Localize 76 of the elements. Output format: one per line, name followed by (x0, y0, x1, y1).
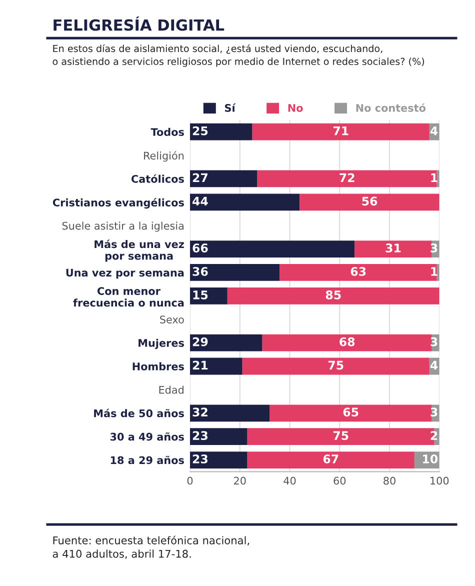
y-tick-label: Una vez por semana (66, 268, 184, 279)
y-tick-label: 18 a 29 años (110, 456, 184, 464)
y-tick-label: Más de 50 años (94, 408, 184, 418)
bar (190, 264, 280, 281)
data-label: 75 (333, 431, 348, 440)
bar (252, 123, 430, 140)
data-label: 71 (333, 126, 348, 136)
data-label: 21 (192, 360, 208, 370)
chart-title: FELIGRESÍA DIGITAL (54, 16, 224, 31)
y-tick-label: Edad (159, 386, 184, 394)
data-label: 72 (340, 173, 354, 182)
bar (270, 404, 432, 422)
bar (280, 264, 437, 281)
legend-label: Sí (224, 103, 236, 112)
bar (190, 170, 258, 188)
y-tick-label: Mujeres (138, 338, 184, 350)
y-tick-label: Hombres (132, 362, 184, 370)
x-tick-label: 80 (384, 476, 396, 485)
y-tick-label: Con menor frecuencia o nunca (73, 287, 184, 307)
y-tick-label: Suele asistir a la iglesia (62, 222, 184, 232)
y-tick-label: 30 a 49 años (110, 432, 184, 441)
x-tick-label: 40 (284, 476, 296, 485)
data-label: 29 (192, 337, 208, 346)
y-tick-label: Religión (144, 151, 184, 162)
data-label: 23 (192, 431, 208, 440)
data-label: 32 (192, 408, 208, 417)
bar (190, 358, 242, 375)
x-tick-label: 0 (187, 476, 193, 485)
data-label: 31 (386, 244, 401, 252)
legend-label: No contestó (356, 103, 426, 112)
data-label: 66 (192, 244, 208, 252)
y-tick-label: Todos (150, 128, 184, 136)
bar (190, 404, 270, 422)
bar (257, 170, 437, 188)
data-label: 23 (192, 454, 208, 464)
data-label: 65 (343, 408, 358, 417)
legend-label: No (288, 104, 303, 112)
data-label: 2 (430, 431, 438, 440)
bar (190, 452, 248, 468)
chart-subtitle: En estos días de aislamiento social, ¿está usted viendo, escuchando, o asistiendo a servicios religiosos por medio de Internet o redes sociales? (%) (52, 44, 424, 67)
bar (190, 123, 252, 140)
data-label: 44 (192, 196, 208, 206)
data-label: 75 (328, 360, 344, 370)
y-tick-label: Sexo (160, 316, 184, 324)
data-label: 63 (350, 266, 366, 276)
data-label: 10 (423, 454, 438, 464)
bar (242, 358, 430, 375)
x-tick-label: 60 (334, 476, 346, 485)
data-label: 25 (192, 126, 208, 136)
bar (190, 240, 355, 258)
source-note: Fuente: encuesta telefónica nacional, a 410 adultos, abril 17-18. (52, 536, 250, 559)
y-tick-label: Cristianos evangélicos (52, 198, 184, 209)
data-label: 56 (362, 196, 378, 206)
bar (262, 334, 432, 352)
data-label: 4 (430, 126, 438, 136)
data-label: 68 (340, 337, 355, 346)
data-label: 15 (193, 290, 208, 300)
bar (190, 334, 262, 352)
bar (190, 428, 248, 446)
bar (190, 194, 300, 211)
data-label: 27 (192, 173, 208, 182)
data-label: 1 (431, 173, 438, 182)
data-label: 67 (323, 454, 338, 464)
bar (300, 194, 440, 211)
bar (190, 287, 228, 304)
x-tick-label: 20 (234, 476, 246, 485)
bar (247, 452, 414, 468)
x-tick-label: 100 (430, 476, 449, 485)
bar (354, 240, 432, 258)
data-label: 4 (430, 360, 438, 370)
data-label: 1 (431, 267, 438, 276)
data-label: 36 (192, 266, 208, 276)
y-tick-label: Más de una vez por semana (94, 240, 184, 262)
data-label: 85 (326, 290, 341, 300)
y-tick-label: Católicos (131, 174, 184, 183)
bar (227, 287, 440, 304)
